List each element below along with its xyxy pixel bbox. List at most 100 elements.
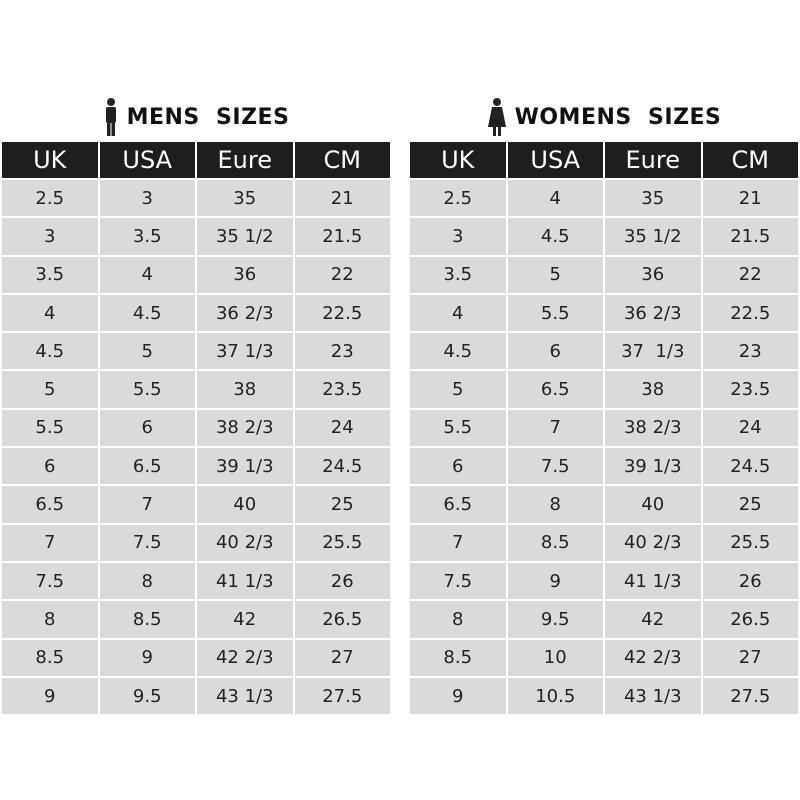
cell: 23 xyxy=(702,333,798,370)
header-cell: Eure xyxy=(605,142,701,178)
cell: 8 xyxy=(410,601,506,638)
cell: 26 xyxy=(702,562,798,600)
cell: 35 1/2 xyxy=(605,218,701,255)
cell: 27 xyxy=(702,639,798,676)
cell: 40 2/3 xyxy=(605,524,701,561)
cell: 4.5 xyxy=(2,333,98,370)
cell: 3.5 xyxy=(99,218,195,255)
cell: 7 xyxy=(410,524,506,561)
cell: 26 xyxy=(294,562,390,600)
cell: 3 xyxy=(410,218,506,255)
cell: 3 xyxy=(2,218,98,255)
cell: 8.5 xyxy=(507,524,603,561)
cell: 4 xyxy=(99,256,195,293)
cell: 26.5 xyxy=(294,601,390,638)
cell: 9 xyxy=(507,562,603,600)
table-title: MENS SIZES xyxy=(2,92,390,142)
cell: 43 1/3 xyxy=(605,677,701,715)
cell: 9.5 xyxy=(507,601,603,638)
cell: 9.5 xyxy=(99,677,195,715)
cell: 8 xyxy=(2,601,98,638)
cell: 35 1/2 xyxy=(197,218,293,255)
cell: 7.5 xyxy=(410,562,506,600)
header-cell: UK xyxy=(2,142,98,178)
cell: 5.5 xyxy=(507,294,603,332)
cell: 25.5 xyxy=(702,524,798,561)
cell: 6.5 xyxy=(410,486,506,523)
cell: 42 2/3 xyxy=(605,639,701,676)
cell: 38 xyxy=(605,371,701,408)
cell: 7.5 xyxy=(2,562,98,600)
cell: 40 2/3 xyxy=(197,524,293,561)
header-cell: CM xyxy=(702,142,798,178)
title-text: WOMENS SIZES xyxy=(514,104,722,130)
cell: 25.5 xyxy=(294,524,390,561)
cell: 6.5 xyxy=(507,371,603,408)
cell: 39 1/3 xyxy=(605,448,701,485)
cell: 21.5 xyxy=(702,218,798,255)
woman-icon xyxy=(487,98,506,136)
cell: 24 xyxy=(294,409,390,447)
cell: 4 xyxy=(2,294,98,332)
cell: 7.5 xyxy=(507,448,603,485)
cell: 35 xyxy=(605,180,701,217)
cell: 4.5 xyxy=(507,218,603,255)
cell: 8 xyxy=(99,562,195,600)
header-cell: USA xyxy=(99,142,195,178)
cell: 37 1/3 xyxy=(605,333,701,370)
cell: 36 xyxy=(605,256,701,293)
title-text: MENS SIZES xyxy=(126,104,290,130)
cell: 38 xyxy=(197,371,293,408)
cell: 42 xyxy=(197,601,293,638)
cell: 42 xyxy=(605,601,701,638)
cell: 27 xyxy=(294,639,390,676)
mens-table: MENS SIZES UK USA Eure CM 2.5 3 35 21 3 3.5 35 1/2… xyxy=(2,92,390,715)
cell: 4 xyxy=(507,180,603,217)
cell: 22.5 xyxy=(702,294,798,332)
cell: 10 xyxy=(507,639,603,676)
cell: 5.5 xyxy=(99,371,195,408)
cell: 5 xyxy=(2,371,98,408)
cell: 3.5 xyxy=(410,256,506,293)
cell: 25 xyxy=(294,486,390,523)
cell: 23 xyxy=(294,333,390,370)
cell: 26.5 xyxy=(702,601,798,638)
cell: 21.5 xyxy=(294,218,390,255)
size-grid: UK USA Eure CM 2.5 4 35 21 3 4.5 35 1/2 21.5 3.5 5 36 2… xyxy=(410,142,798,715)
cell: 7 xyxy=(2,524,98,561)
table-title: WOMENS SIZES xyxy=(410,92,798,142)
size-grid: UK USA Eure CM 2.5 3 35 21 3 3.5 35 1/2 21.5 3.5 4 36 2… xyxy=(2,142,390,715)
cell: 41 1/3 xyxy=(605,562,701,600)
cell: 6.5 xyxy=(2,486,98,523)
cell: 3 xyxy=(99,180,195,217)
cell: 6 xyxy=(99,409,195,447)
cell: 36 2/3 xyxy=(197,294,293,332)
cell: 5 xyxy=(507,256,603,293)
cell: 24.5 xyxy=(294,448,390,485)
cell: 36 xyxy=(197,256,293,293)
cell: 38 2/3 xyxy=(605,409,701,447)
cell: 22 xyxy=(294,256,390,293)
cell: 37 1/3 xyxy=(197,333,293,370)
man-icon xyxy=(105,98,116,136)
cell: 9 xyxy=(2,677,98,715)
cell: 27.5 xyxy=(702,677,798,715)
cell: 2.5 xyxy=(410,180,506,217)
cell: 6 xyxy=(2,448,98,485)
header-cell: UK xyxy=(410,142,506,178)
cell: 24 xyxy=(702,409,798,447)
cell: 6 xyxy=(507,333,603,370)
cell: 6 xyxy=(410,448,506,485)
header-cell: CM xyxy=(294,142,390,178)
cell: 36 2/3 xyxy=(605,294,701,332)
cell: 6.5 xyxy=(99,448,195,485)
cell: 40 xyxy=(605,486,701,523)
cell: 21 xyxy=(294,180,390,217)
cell: 9 xyxy=(99,639,195,676)
cell: 40 xyxy=(197,486,293,523)
cell: 5 xyxy=(99,333,195,370)
header-cell: Eure xyxy=(197,142,293,178)
cell: 5.5 xyxy=(410,409,506,447)
cell: 21 xyxy=(702,180,798,217)
